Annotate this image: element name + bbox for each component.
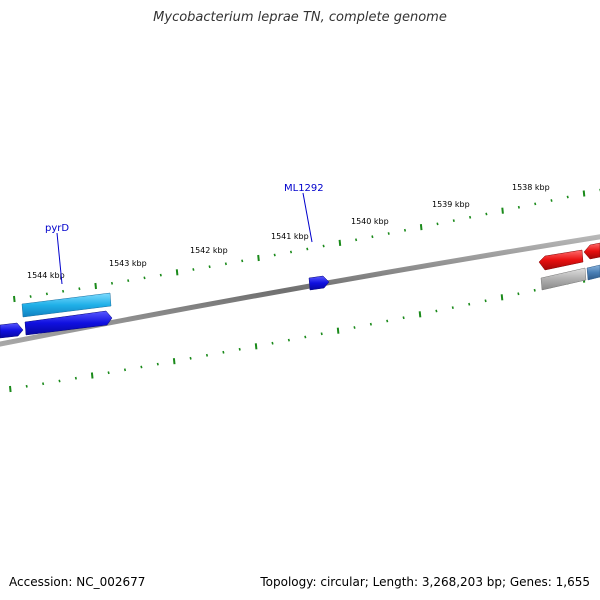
scale-label-1538: 1538 kbp xyxy=(512,183,550,192)
major-tick xyxy=(257,254,260,262)
minor-tick xyxy=(484,299,487,303)
minor-tick xyxy=(62,289,65,293)
gene-red-2[interactable] xyxy=(583,242,600,260)
major-tick xyxy=(338,239,342,246)
major-tick xyxy=(582,190,586,197)
gene-pyrD[interactable] xyxy=(21,292,112,318)
gene-features xyxy=(0,242,600,339)
scale-label-1542: 1542 kbp xyxy=(190,246,228,255)
minor-tick xyxy=(353,326,356,329)
gene-leader-line xyxy=(302,192,313,243)
minor-tick xyxy=(78,287,81,291)
minor-tick xyxy=(74,376,77,380)
major-tick xyxy=(418,311,422,318)
inner-tick-track xyxy=(9,274,600,393)
minor-tick xyxy=(468,302,471,306)
minor-tick xyxy=(238,347,241,351)
minor-tick xyxy=(58,379,61,383)
minor-tick xyxy=(435,309,438,313)
scale-label-1540: 1540 kbp xyxy=(351,217,389,226)
minor-tick xyxy=(127,279,130,282)
gene-steel[interactable] xyxy=(586,264,600,281)
minor-tick xyxy=(485,212,488,216)
minor-tick xyxy=(550,199,553,202)
minor-tick xyxy=(205,353,209,357)
minor-tick xyxy=(156,362,159,366)
minor-tick xyxy=(192,268,195,271)
minor-tick xyxy=(25,384,28,388)
genome-summary-label: Topology: circular; Length: 3,268,203 bp… xyxy=(260,575,590,589)
minor-tick xyxy=(566,195,569,199)
minor-tick xyxy=(386,319,389,323)
minor-tick xyxy=(322,244,325,248)
gene-label-ML1292-group[interactable]: ML1292 xyxy=(284,183,324,243)
minor-tick xyxy=(29,295,32,298)
minor-tick xyxy=(436,222,439,226)
minor-tick xyxy=(451,306,454,309)
minor-tick xyxy=(304,335,307,339)
major-tick xyxy=(500,294,504,301)
minor-tick xyxy=(123,368,127,372)
major-tick xyxy=(9,385,12,393)
minor-tick xyxy=(189,356,192,360)
accession-label: Accession: NC_002677 xyxy=(9,575,146,589)
scale-labels: 1538 kbp 1539 kbp 1540 kbp 1541 kbp 1542… xyxy=(27,183,550,280)
minor-tick xyxy=(224,262,227,266)
major-tick xyxy=(254,343,258,350)
major-tick xyxy=(419,224,423,231)
minor-tick xyxy=(222,350,225,354)
gene-label-ML1292[interactable]: ML1292 xyxy=(284,183,324,194)
minor-tick xyxy=(534,202,537,206)
genome-backbone xyxy=(0,234,600,347)
gene-label-pyrD[interactable]: pyrD xyxy=(45,223,69,234)
minor-tick xyxy=(45,292,48,296)
gene-gray[interactable] xyxy=(540,267,587,291)
minor-tick xyxy=(517,292,520,296)
major-tick xyxy=(90,372,94,379)
major-tick xyxy=(175,269,179,276)
major-tick xyxy=(94,282,97,290)
minor-tick xyxy=(402,316,405,320)
major-tick xyxy=(172,358,176,365)
minor-tick xyxy=(273,253,276,257)
minor-tick xyxy=(241,259,244,263)
outer-tick-track xyxy=(13,188,600,303)
gene-red-1[interactable] xyxy=(538,249,584,271)
major-tick xyxy=(13,295,16,303)
gene-blue-large[interactable] xyxy=(24,310,113,336)
minor-tick xyxy=(306,247,309,251)
minor-tick xyxy=(208,265,211,269)
minor-tick xyxy=(371,235,374,239)
gene-label-pyrD-group[interactable]: pyrD xyxy=(45,223,69,285)
major-tick xyxy=(501,207,504,214)
minor-tick xyxy=(403,228,407,232)
minor-tick xyxy=(369,322,372,326)
minor-tick xyxy=(320,332,323,336)
minor-tick xyxy=(42,382,45,386)
minor-tick xyxy=(287,338,290,342)
minor-tick xyxy=(159,273,162,277)
gene-ML1292[interactable] xyxy=(308,275,330,291)
minor-tick xyxy=(271,341,274,345)
minor-tick xyxy=(517,205,520,209)
minor-tick xyxy=(289,250,293,254)
gene-leader-line xyxy=(56,232,63,285)
minor-tick xyxy=(387,232,390,235)
minor-tick xyxy=(355,238,358,242)
scale-label-1544: 1544 kbp xyxy=(27,271,65,280)
map-title: Mycobacterium leprae TN, complete genome xyxy=(153,10,447,25)
major-tick xyxy=(336,327,340,334)
minor-tick xyxy=(452,219,455,222)
gene-blue-edge[interactable] xyxy=(0,322,24,339)
scale-label-1539: 1539 kbp xyxy=(432,200,470,209)
minor-tick xyxy=(140,365,143,369)
minor-tick xyxy=(110,281,114,285)
scale-label-1543: 1543 kbp xyxy=(109,259,147,268)
minor-tick xyxy=(143,276,146,280)
scale-label-1541: 1541 kbp xyxy=(271,232,309,241)
minor-tick xyxy=(533,288,536,292)
minor-tick xyxy=(107,371,110,375)
minor-tick xyxy=(469,215,472,219)
